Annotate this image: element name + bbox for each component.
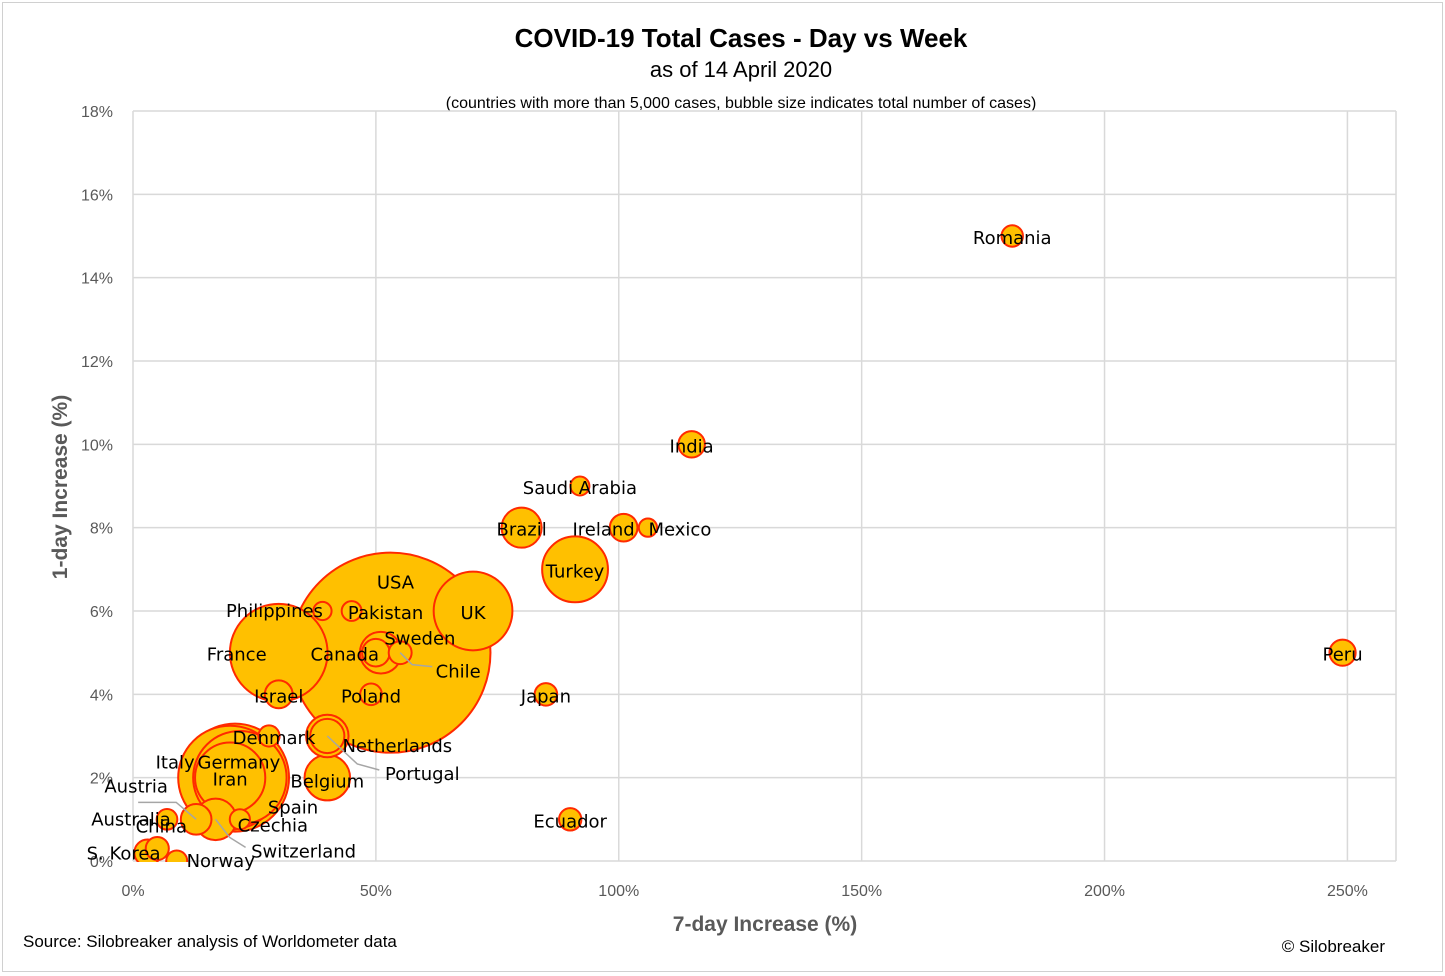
bubble-point: Peru [1328,638,1357,667]
x-tick-label: 50% [360,883,392,900]
bubble-point: China [144,835,170,862]
bubble-label: Italy [156,753,195,774]
bubble-point: Ireland [608,512,639,543]
chart-note: (countries with more than 5,000 cases, b… [446,95,1037,112]
y-tick-label: 14% [81,271,113,288]
bubble-point: Mexico [637,517,659,538]
bubble-label: Israel [254,686,303,707]
x-tick-label: 100% [598,883,639,900]
bubble-label: Denmark [233,728,316,749]
y-tick-label: 8% [90,521,113,538]
x-tick-label: 150% [841,883,882,900]
bubble-label: Mexico [648,520,711,541]
leader-lines [138,652,433,848]
bubble-label: Czechia [238,815,308,836]
bubble-point: Japan [533,682,559,707]
bubble-label: Belgium [290,772,364,793]
bubble-point: Romania [1000,224,1024,248]
bubble-point: Poland [359,682,383,707]
bubble-label: Australia [91,809,171,830]
bubble-point: Pakistan [340,600,363,622]
bubble-label: Brazil [496,520,546,541]
leader-line [214,818,246,848]
y-tick-label: 18% [81,104,113,121]
leader-line [399,652,433,668]
bubble-label: Turkey [545,561,605,582]
y-tick-label: 16% [81,187,113,204]
bubble-label: Chile [436,662,481,683]
bubble-label: Austria [104,776,168,797]
bubble-label: Switzerland [251,841,356,862]
leader-line [138,801,197,820]
bubble-label: India [670,436,714,457]
bubble-point: Brazil [500,506,543,549]
x-tick-label: 250% [1327,883,1368,900]
bubble-label: Iran [213,770,248,791]
x-axis-title: 7-day Increase (%) [673,913,857,936]
bubble-label: Sweden [384,629,455,650]
bubble-label: Poland [341,686,401,707]
bubble-label: France [207,645,267,666]
bubble-label: USA [377,573,415,594]
bubble-point: Saudi Arabia [569,475,591,497]
bubble-point: Turkey [541,535,609,604]
bubble-label: Norway [187,851,256,872]
bubbles: USA Spain Italy France Germany UK Iran Turkey Be… [133,224,1357,862]
y-tick-label: 2% [90,771,113,788]
bubble-label: Romania [973,228,1052,249]
bubble-label: Ecuador [533,811,607,832]
bubble-label: China [136,817,187,838]
bubble-point: Ecuador [558,807,583,832]
grid [132,110,1397,862]
bubble-label: Spain [268,798,318,819]
bubble-label: Japan [520,686,571,707]
bubble-label: Saudi Arabia [523,478,637,499]
y-tick-label: 6% [90,604,113,621]
bubble-point: India [677,430,706,459]
bubble-point: Czechia [228,808,251,831]
bubble-label: Peru [1323,645,1363,666]
bubble-point: Denmark [257,724,281,748]
axis-ticks: 0% 2% 4% 6% 8% 10% 12% 14% 16% 18% 0% 50% 100% 150% 20… [81,104,1368,900]
chart-subtitle: as of 14 April 2020 [650,57,832,82]
y-tick-label: 12% [81,354,113,371]
bubble-point: Israel [263,679,294,710]
bubble-point: Norway [165,849,189,862]
chart-title: COVID-19 Total Cases - Day vs Week [515,23,968,53]
copyright: © Silobreaker [1282,937,1386,956]
x-tick-label: 200% [1084,883,1125,900]
y-tick-label: 0% [90,854,113,871]
bubble-label: UK [461,603,487,624]
bubble-point: UK [432,570,514,652]
bubble-point: Philippines [312,600,333,622]
y-tick-label: 4% [90,687,113,704]
y-tick-label: 10% [81,437,113,454]
bubble-label: S. Korea [87,844,161,865]
bubble-label: Canada [310,645,379,666]
y-axis-title: 1-day Increase (%) [49,395,72,579]
source-note: Source: Silobreaker analysis of Worldome… [23,932,397,951]
bubble-label: Portugal [385,764,460,785]
bubble-label: Philippines [226,601,323,622]
bubble-label: Ireland [572,520,634,541]
bubble-label: Netherlands [342,736,452,757]
x-tick-label: 0% [121,883,144,900]
bubble-label: Germany [198,753,281,774]
leader-line [326,735,380,771]
bubble-chart: COVID-19 Total Cases - Day vs Week as of… [23,23,1397,956]
bubble-labels: USA Spain Italy France Germany UK Iran Turkey Be… [87,228,1363,872]
bubble-label: Pakistan [348,603,423,624]
bubble-point: Australia [155,808,179,831]
